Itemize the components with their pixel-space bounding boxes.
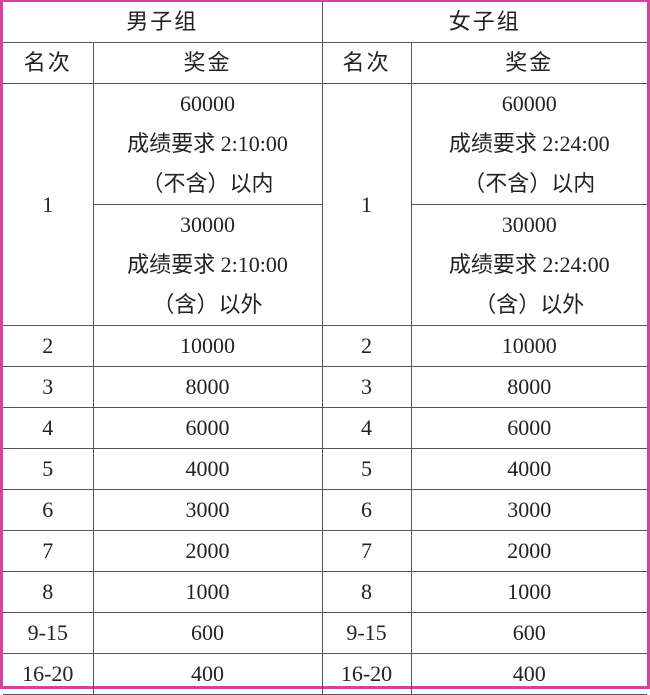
prize-table: 男子组 女子组 名次 奖金 名次 奖金 1 60000 成绩要求 2:10:00…	[3, 2, 648, 695]
men-prize-cell: 10000	[92, 325, 323, 367]
table-row: 8 1000 8 1000	[3, 571, 648, 613]
women-rank-cell: 8	[321, 571, 412, 613]
women-rank-cell: 6	[321, 489, 412, 531]
requirement: 成绩要求 2:24:00	[448, 252, 610, 277]
men-rank-cell: 4	[3, 407, 94, 449]
women-prize-cell: 4000	[410, 448, 648, 490]
amount: 60000	[501, 91, 557, 116]
women-rank-cell: 4	[321, 407, 412, 449]
men-rank-cell: 5	[3, 448, 94, 490]
women-rank-cell: 7	[321, 530, 412, 572]
men-first-prize-b: 30000 成绩要求 2:10:00 （含）以外	[92, 204, 323, 326]
men-rank-cell: 9-15	[3, 612, 94, 654]
men-first-rank: 1	[3, 83, 94, 326]
women-prize-cell: 2000	[410, 530, 648, 572]
condition: （含）以外	[152, 292, 263, 317]
women-prize-header: 奖金	[410, 42, 648, 84]
table-row: 2 10000 2 10000	[3, 325, 648, 367]
table-row: 6 3000 6 3000	[3, 489, 648, 531]
women-first-prize-b: 30000 成绩要求 2:24:00 （含）以外	[410, 204, 648, 326]
men-first-prize-a: 60000 成绩要求 2:10:00 （不含）以内	[92, 83, 323, 205]
men-prize-cell: 4000	[92, 448, 323, 490]
women-prize-cell: 8000	[410, 366, 648, 408]
group-header-row: 男子组 女子组	[3, 2, 648, 43]
men-rank-cell: 7	[3, 530, 94, 572]
men-prize-cell: 6000	[92, 407, 323, 449]
women-rank-cell: 9-15	[321, 612, 412, 654]
men-prize-cell: 3000	[92, 489, 323, 531]
requirement: 成绩要求 2:24:00	[448, 131, 610, 156]
women-first-rank: 1	[321, 83, 412, 326]
women-rank-cell: 16-20	[321, 653, 412, 695]
amount: 30000	[180, 212, 235, 237]
men-rank-cell: 3	[3, 366, 94, 408]
men-prize-cell: 8000	[92, 366, 323, 408]
table-row: 4 6000 4 6000	[3, 407, 648, 449]
table-row: 16-20 400 16-20 400	[3, 653, 648, 695]
table-row: 7 2000 7 2000	[3, 530, 648, 572]
requirement: 成绩要求 2:10:00	[127, 131, 288, 156]
condition: （不含）以内	[141, 171, 274, 196]
men-rank-cell: 8	[3, 571, 94, 613]
women-rank-cell: 3	[321, 366, 412, 408]
column-header-row: 名次 奖金 名次 奖金	[3, 42, 648, 84]
women-rank-header: 名次	[321, 42, 412, 84]
men-rank-header: 名次	[3, 42, 94, 84]
women-first-prize-a: 60000 成绩要求 2:24:00 （不含）以内	[410, 83, 648, 205]
condition: （不含）以内	[463, 171, 596, 196]
men-rank-cell: 2	[3, 325, 94, 367]
table-row: 3 8000 3 8000	[3, 366, 648, 408]
women-prize-cell: 600	[410, 612, 648, 654]
condition: （含）以外	[474, 292, 585, 317]
women-prize-cell: 400	[410, 653, 648, 695]
women-prize-cell: 1000	[410, 571, 648, 613]
men-prize-cell: 600	[92, 612, 323, 654]
men-rank-cell: 6	[3, 489, 94, 531]
men-prize-cell: 400	[92, 653, 323, 695]
table-row: 5 4000 5 4000	[3, 448, 648, 490]
requirement: 成绩要求 2:10:00	[127, 252, 288, 277]
men-prize-header: 奖金	[92, 42, 323, 84]
men-prize-cell: 1000	[92, 571, 323, 613]
women-rank-cell: 2	[321, 325, 412, 367]
women-prize-cell: 3000	[410, 489, 648, 531]
women-prize-cell: 10000	[410, 325, 648, 367]
men-rank-cell: 16-20	[3, 653, 94, 695]
amount: 60000	[180, 91, 235, 116]
first-place-row-a: 1 60000 成绩要求 2:10:00 （不含）以内 1 60000 成绩要求…	[3, 83, 648, 326]
women-rank-cell: 5	[321, 448, 412, 490]
table-row: 9-15 600 9-15 600	[3, 612, 648, 654]
women-prize-cell: 6000	[410, 407, 648, 449]
men-group-header: 男子组	[3, 2, 323, 43]
amount: 30000	[501, 212, 557, 237]
men-prize-cell: 2000	[92, 530, 323, 572]
women-group-header: 女子组	[321, 2, 648, 43]
